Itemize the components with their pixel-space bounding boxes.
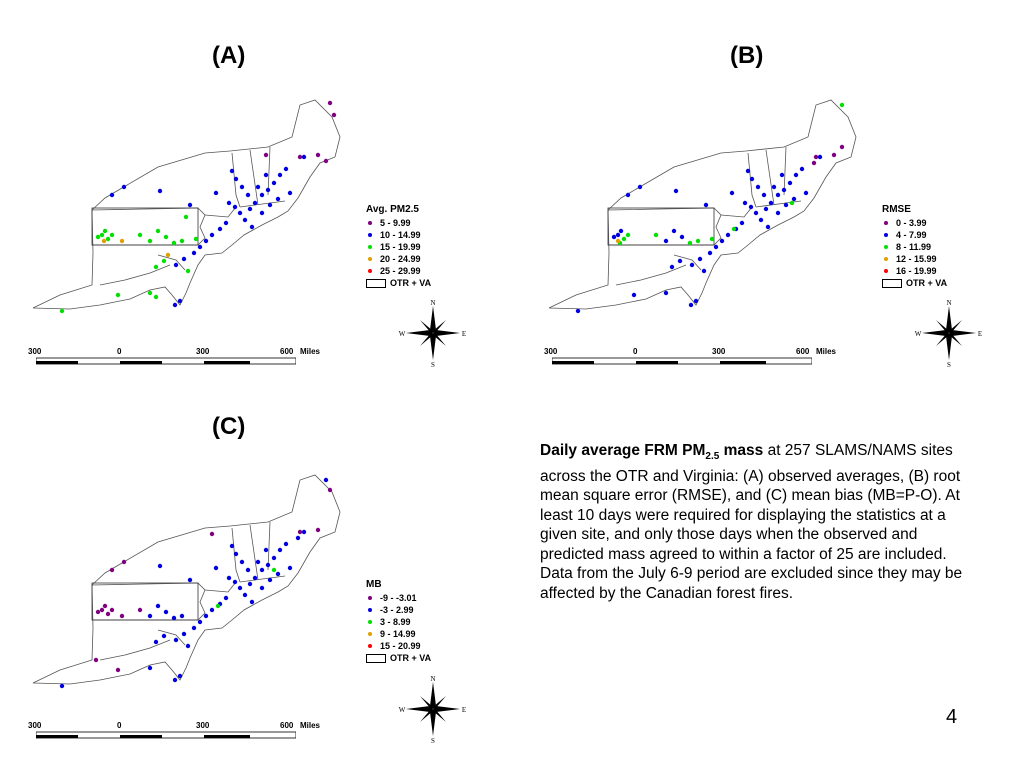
panel-a-scale-bar: 300 0 300 600 Miles [28, 347, 328, 367]
compass-rose-icon: N S E W [399, 299, 466, 369]
panel-b-map [548, 99, 857, 314]
svg-text:S: S [947, 361, 951, 368]
legend-swatch [368, 257, 372, 261]
panel-a-map [32, 99, 341, 314]
panel-a-compass: N S E W [398, 298, 468, 373]
legend-swatch [884, 233, 888, 237]
legend-item: 9 - 14.99 [366, 628, 431, 640]
site-markers [59, 477, 333, 689]
svg-text:N: N [430, 299, 435, 307]
svg-text:S: S [431, 361, 435, 368]
legend-swatch [368, 221, 372, 225]
panel-a-legend: Avg. PM2.5 5 - 9.99 10 - 14.99 15 - 19.9… [366, 204, 431, 289]
panel-c-scale-bar: 300 0 300 600 Miles [28, 721, 328, 741]
otr-va-box [91, 207, 199, 246]
legend-item: 10 - 14.99 [366, 229, 431, 241]
legend-swatch [884, 257, 888, 261]
otr-va-box [91, 582, 199, 621]
legend-swatch [884, 221, 888, 225]
legend-box-swatch [882, 278, 902, 288]
caption-bold: Daily average FRM PM2.5 mass [540, 442, 764, 463]
legend-item: 4 - 7.99 [882, 229, 947, 241]
svg-text:E: E [978, 330, 982, 338]
legend-item: OTR + VA [366, 652, 431, 664]
legend-item: 3 - 8.99 [366, 616, 431, 628]
legend-item: 12 - 15.99 [882, 253, 947, 265]
legend-item: 0 - 3.99 [882, 217, 947, 229]
legend-box-swatch [366, 278, 386, 288]
svg-text:N: N [430, 675, 435, 683]
region-outline [548, 99, 857, 310]
legend-item: 20 - 24.99 [366, 253, 431, 265]
legend-item: 15 - 20.99 [366, 640, 431, 652]
legend-title: Avg. PM2.5 [366, 204, 419, 215]
legend-swatch [884, 269, 888, 273]
svg-text:S: S [431, 737, 435, 744]
legend-item: 8 - 11.99 [882, 241, 947, 253]
legend-swatch [368, 596, 372, 600]
svg-text:N: N [946, 299, 951, 307]
legend-swatch [368, 632, 372, 636]
legend-item: OTR + VA [366, 277, 431, 289]
svg-text:W: W [399, 706, 406, 714]
svg-text:E: E [462, 706, 466, 714]
svg-text:W: W [915, 330, 922, 338]
legend-title: RMSE [882, 204, 911, 215]
panel-c-compass: N S E W [398, 674, 468, 749]
legend-item: 15 - 19.99 [366, 241, 431, 253]
svg-text:W: W [399, 330, 406, 338]
panel-b-legend: RMSE 0 - 3.99 4 - 7.99 8 - 11.99 12 - 15… [882, 204, 947, 289]
svg-text:E: E [462, 330, 466, 338]
legend-swatch [368, 644, 372, 648]
legend-item: 25 - 29.99 [366, 265, 431, 277]
panel-a-title: (A) [212, 42, 246, 69]
legend-swatch [368, 608, 372, 612]
legend-item: OTR + VA [882, 277, 947, 289]
legend-item: -3 - 2.99 [366, 604, 431, 616]
site-markers [59, 100, 337, 314]
panel-b-scale-bar: 300 0 300 600 Miles [544, 347, 844, 367]
slide-number: 4 [946, 706, 958, 728]
region-outline [32, 474, 341, 685]
panel-c-title: (C) [212, 413, 246, 440]
legend-item: -9 - -3.01 [366, 592, 431, 604]
panel-b-title: (B) [730, 42, 764, 69]
panel-b-compass: N S E W [914, 298, 984, 373]
legend-swatch [884, 245, 888, 249]
otr-va-box [607, 207, 715, 246]
legend-title: MB [366, 579, 382, 590]
region-outline [32, 99, 341, 310]
legend-swatch [368, 620, 372, 624]
compass-rose-icon: N S E W [399, 675, 466, 745]
panel-c-map [32, 474, 341, 689]
legend-swatch [368, 269, 372, 273]
legend-item: 5 - 9.99 [366, 217, 431, 229]
legend-item: 16 - 19.99 [882, 265, 947, 277]
legend-swatch [368, 233, 372, 237]
legend-box-swatch [366, 653, 386, 663]
caption-text: at 257 SLAMS/NAMS sites across the OTR a… [540, 442, 963, 602]
legend-swatch [368, 245, 372, 249]
site-markers [575, 102, 845, 314]
figure-caption: Daily average FRM PM2.5 mass at 257 SLAM… [540, 441, 980, 603]
compass-rose-icon: N S E W [915, 299, 982, 369]
panel-c-legend: MB -9 - -3.01 -3 - 2.99 3 - 8.99 9 - 14.… [366, 579, 431, 664]
